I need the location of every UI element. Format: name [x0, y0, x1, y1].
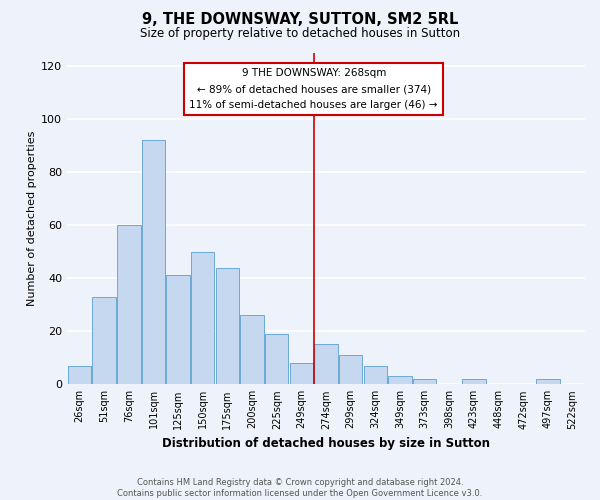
Bar: [339, 355, 362, 384]
Bar: [536, 379, 560, 384]
Text: Contains HM Land Registry data © Crown copyright and database right 2024.
Contai: Contains HM Land Registry data © Crown c…: [118, 478, 482, 498]
Bar: [463, 379, 486, 384]
Bar: [290, 363, 313, 384]
Bar: [117, 225, 140, 384]
Y-axis label: Number of detached properties: Number of detached properties: [27, 130, 37, 306]
Bar: [191, 252, 214, 384]
Text: Size of property relative to detached houses in Sutton: Size of property relative to detached ho…: [140, 28, 460, 40]
Text: 9, THE DOWNSWAY, SUTTON, SM2 5RL: 9, THE DOWNSWAY, SUTTON, SM2 5RL: [142, 12, 458, 28]
Bar: [142, 140, 165, 384]
Bar: [241, 316, 264, 384]
X-axis label: Distribution of detached houses by size in Sutton: Distribution of detached houses by size …: [162, 437, 490, 450]
Text: 9 THE DOWNSWAY: 268sqm
← 89% of detached houses are smaller (374)
11% of semi-de: 9 THE DOWNSWAY: 268sqm ← 89% of detached…: [190, 68, 438, 110]
Bar: [216, 268, 239, 384]
Bar: [265, 334, 289, 384]
Bar: [314, 344, 338, 385]
Bar: [364, 366, 387, 384]
Bar: [413, 379, 436, 384]
Bar: [68, 366, 91, 384]
Bar: [166, 276, 190, 384]
Bar: [388, 376, 412, 384]
Bar: [92, 296, 116, 384]
